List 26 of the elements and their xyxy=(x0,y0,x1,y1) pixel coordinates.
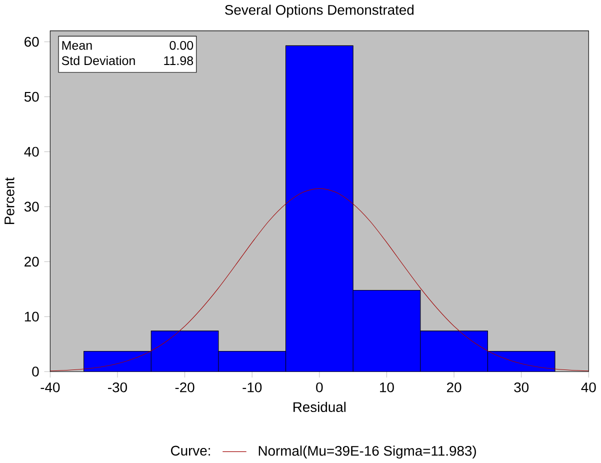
x-tick-label: 40 xyxy=(581,382,596,392)
x-tick-label: -30 xyxy=(108,382,127,392)
annotation: 11.98 xyxy=(164,56,194,65)
y-axis-title: Percent xyxy=(4,177,14,224)
y-tick-label: 0 xyxy=(32,366,39,376)
x-tick-label: 20 xyxy=(446,382,462,392)
x-tick-label: -10 xyxy=(242,382,262,392)
x-tick-label: -20 xyxy=(175,382,194,392)
annotation: 0.00 xyxy=(170,40,194,50)
x-tick-label: -40 xyxy=(40,382,60,392)
x-tick-label: 30 xyxy=(514,382,529,392)
y-tick-label: 20 xyxy=(24,256,39,266)
legend-label: Normal(Mu=39E-16 Sigma=11.983) xyxy=(258,445,476,458)
chart-title: Several Options Demonstrated xyxy=(225,4,414,18)
x-axis-title: Residual xyxy=(294,402,346,412)
y-tick-label: 10 xyxy=(24,312,39,322)
x-tick-label: 0 xyxy=(316,382,323,392)
x-tick-label: 10 xyxy=(380,382,394,392)
y-tick-label: 50 xyxy=(24,92,39,102)
line-series xyxy=(50,188,589,372)
y-tick-label: 40 xyxy=(24,146,39,157)
legend-title: Curve: xyxy=(170,446,210,456)
y-tick-label: 30 xyxy=(24,202,39,212)
annotation: Mean xyxy=(62,40,92,50)
annotation: Std Deviation xyxy=(62,56,135,65)
y-tick-label: 60 xyxy=(24,36,39,47)
